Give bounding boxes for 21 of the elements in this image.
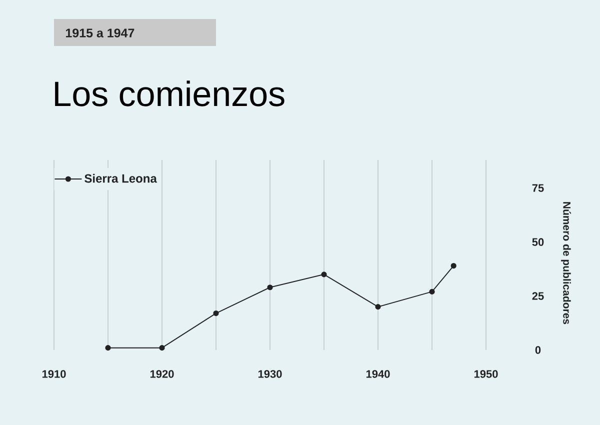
y-tick-label: 50 (532, 238, 544, 246)
y-tick-label: 0 (535, 346, 541, 354)
chart-title: Los comienzos (55, 80, 284, 106)
point (213, 310, 219, 316)
x-tick-label: 1930 (258, 370, 282, 378)
x-tick-label: 1920 (150, 370, 174, 378)
y-axis-title: Número de publicadores (561, 202, 571, 324)
legend-label: Sierra Leona (84, 174, 157, 183)
chart-subtitle: 1915 a 1947 (66, 28, 134, 38)
point (375, 304, 381, 310)
point (321, 272, 327, 278)
x-tick-label: 1940 (366, 370, 390, 378)
point (429, 288, 435, 294)
y-tick-label: 75 (532, 184, 544, 192)
point (105, 345, 111, 351)
point (267, 284, 273, 290)
point (450, 262, 456, 269)
point (159, 345, 165, 351)
y-tick-label: 25 (532, 292, 544, 300)
x-tick-label: 1950 (474, 370, 498, 378)
x-tick-label: 1910 (42, 370, 66, 378)
